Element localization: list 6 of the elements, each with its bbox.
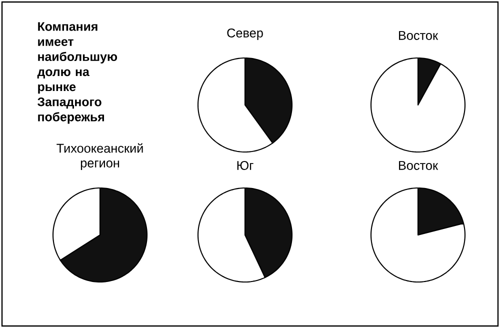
text: Компания имеет наибольшую долю на рынке Западного побережья <box>37 22 118 124</box>
chart-title: Север <box>227 28 263 40</box>
chart-title: Юг <box>237 160 254 170</box>
chart-title: Восток <box>399 161 438 170</box>
chart-title: Восток <box>399 31 438 40</box>
chart-title: Тихоокеанский регион <box>56 143 143 170</box>
